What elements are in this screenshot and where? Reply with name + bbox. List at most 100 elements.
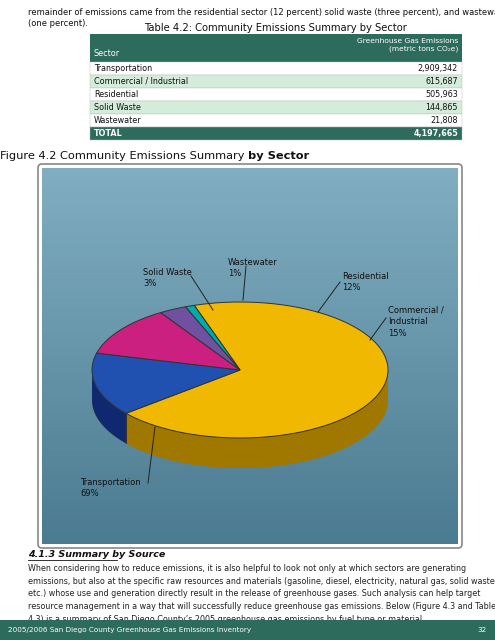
Bar bbox=[42, 275, 458, 281]
Bar bbox=[42, 174, 458, 180]
Bar bbox=[90, 127, 462, 140]
Bar bbox=[42, 519, 458, 525]
Polygon shape bbox=[92, 369, 126, 444]
Bar bbox=[42, 362, 458, 369]
Bar bbox=[42, 400, 458, 406]
Bar bbox=[0, 620, 495, 640]
Text: When considering how to reduce emissions, it is also helpful to look not only at: When considering how to reduce emissions… bbox=[28, 564, 495, 623]
Text: Solid Waste
3%: Solid Waste 3% bbox=[143, 268, 192, 289]
Text: Commercial / Industrial: Commercial / Industrial bbox=[94, 77, 188, 86]
Bar bbox=[42, 394, 458, 400]
Bar bbox=[42, 306, 458, 312]
Bar bbox=[42, 369, 458, 375]
Bar bbox=[42, 312, 458, 318]
Bar bbox=[42, 475, 458, 481]
Text: Transportation
69%: Transportation 69% bbox=[80, 477, 141, 499]
Polygon shape bbox=[126, 302, 388, 438]
Bar bbox=[42, 500, 458, 506]
Text: TOTAL: TOTAL bbox=[94, 129, 123, 138]
Bar bbox=[42, 199, 458, 205]
Bar bbox=[90, 75, 462, 88]
Polygon shape bbox=[161, 307, 240, 370]
Bar bbox=[42, 237, 458, 243]
Bar bbox=[90, 88, 462, 101]
Bar bbox=[42, 230, 458, 237]
Text: 615,687: 615,687 bbox=[425, 77, 458, 86]
Text: 2005/2006 San Diego County Greenhouse Gas Emissions Inventory: 2005/2006 San Diego County Greenhouse Ga… bbox=[8, 627, 251, 633]
Bar bbox=[42, 513, 458, 519]
Polygon shape bbox=[126, 370, 388, 468]
Bar bbox=[90, 34, 462, 62]
Bar bbox=[42, 419, 458, 425]
Bar bbox=[42, 212, 458, 218]
Bar bbox=[42, 450, 458, 456]
Bar bbox=[42, 481, 458, 488]
Bar bbox=[42, 187, 458, 193]
Bar bbox=[42, 438, 458, 444]
Bar bbox=[42, 218, 458, 225]
Bar bbox=[42, 538, 458, 544]
Bar bbox=[42, 205, 458, 212]
Bar bbox=[42, 356, 458, 362]
Bar bbox=[42, 281, 458, 287]
Bar bbox=[42, 375, 458, 381]
Polygon shape bbox=[186, 305, 240, 370]
Bar bbox=[90, 62, 462, 75]
Text: 144,865: 144,865 bbox=[426, 103, 458, 112]
Bar bbox=[42, 168, 458, 174]
Bar bbox=[42, 506, 458, 513]
Bar bbox=[42, 225, 458, 230]
Bar bbox=[42, 250, 458, 256]
Bar bbox=[90, 114, 462, 127]
Bar bbox=[42, 456, 458, 463]
Polygon shape bbox=[97, 312, 240, 370]
Bar bbox=[42, 349, 458, 356]
Text: Solid Waste: Solid Waste bbox=[94, 103, 141, 112]
Text: Wastewater
1%: Wastewater 1% bbox=[228, 257, 278, 278]
Text: Table 4.2: Community Emissions Summary by Sector: Table 4.2: Community Emissions Summary b… bbox=[145, 23, 407, 33]
Text: Residential
12%: Residential 12% bbox=[342, 271, 389, 292]
Bar bbox=[42, 406, 458, 412]
Bar bbox=[42, 180, 458, 187]
Text: remainder of emissions came from the residential sector (12 percent) solid waste: remainder of emissions came from the res… bbox=[28, 8, 495, 17]
Text: Wastewater: Wastewater bbox=[94, 116, 142, 125]
Bar bbox=[42, 381, 458, 387]
Bar bbox=[42, 412, 458, 419]
Text: Greenhouse Gas Emissions
(metric tons CO₂e): Greenhouse Gas Emissions (metric tons CO… bbox=[357, 38, 458, 52]
Text: 505,963: 505,963 bbox=[425, 90, 458, 99]
Bar bbox=[42, 262, 458, 268]
Bar bbox=[42, 193, 458, 199]
Bar bbox=[42, 318, 458, 324]
Text: 4,197,665: 4,197,665 bbox=[413, 129, 458, 138]
Bar bbox=[42, 431, 458, 438]
Bar bbox=[42, 287, 458, 293]
Bar bbox=[42, 531, 458, 538]
Bar bbox=[42, 494, 458, 500]
Text: Transportation: Transportation bbox=[94, 64, 152, 73]
Bar bbox=[42, 444, 458, 450]
Bar bbox=[42, 425, 458, 431]
Bar bbox=[42, 344, 458, 349]
Bar bbox=[42, 300, 458, 306]
Bar bbox=[42, 463, 458, 468]
Polygon shape bbox=[92, 400, 388, 468]
Bar bbox=[42, 243, 458, 250]
Polygon shape bbox=[92, 353, 240, 413]
Bar bbox=[42, 293, 458, 300]
Bar bbox=[42, 387, 458, 394]
Bar bbox=[42, 256, 458, 262]
Bar bbox=[42, 525, 458, 531]
Text: (one percent).: (one percent). bbox=[28, 19, 88, 28]
Bar bbox=[42, 337, 458, 344]
Bar bbox=[42, 331, 458, 337]
Bar bbox=[42, 268, 458, 275]
Bar bbox=[42, 488, 458, 494]
Text: Commercial /
Industrial
15%: Commercial / Industrial 15% bbox=[388, 306, 444, 339]
Text: 21,808: 21,808 bbox=[431, 116, 458, 125]
Text: by Sector: by Sector bbox=[248, 151, 309, 161]
Bar bbox=[90, 101, 462, 114]
Text: Sector: Sector bbox=[94, 49, 120, 58]
Text: 2,909,342: 2,909,342 bbox=[418, 64, 458, 73]
Text: Figure 4.2 Community Emissions Summary: Figure 4.2 Community Emissions Summary bbox=[0, 151, 248, 161]
Text: Residential: Residential bbox=[94, 90, 138, 99]
